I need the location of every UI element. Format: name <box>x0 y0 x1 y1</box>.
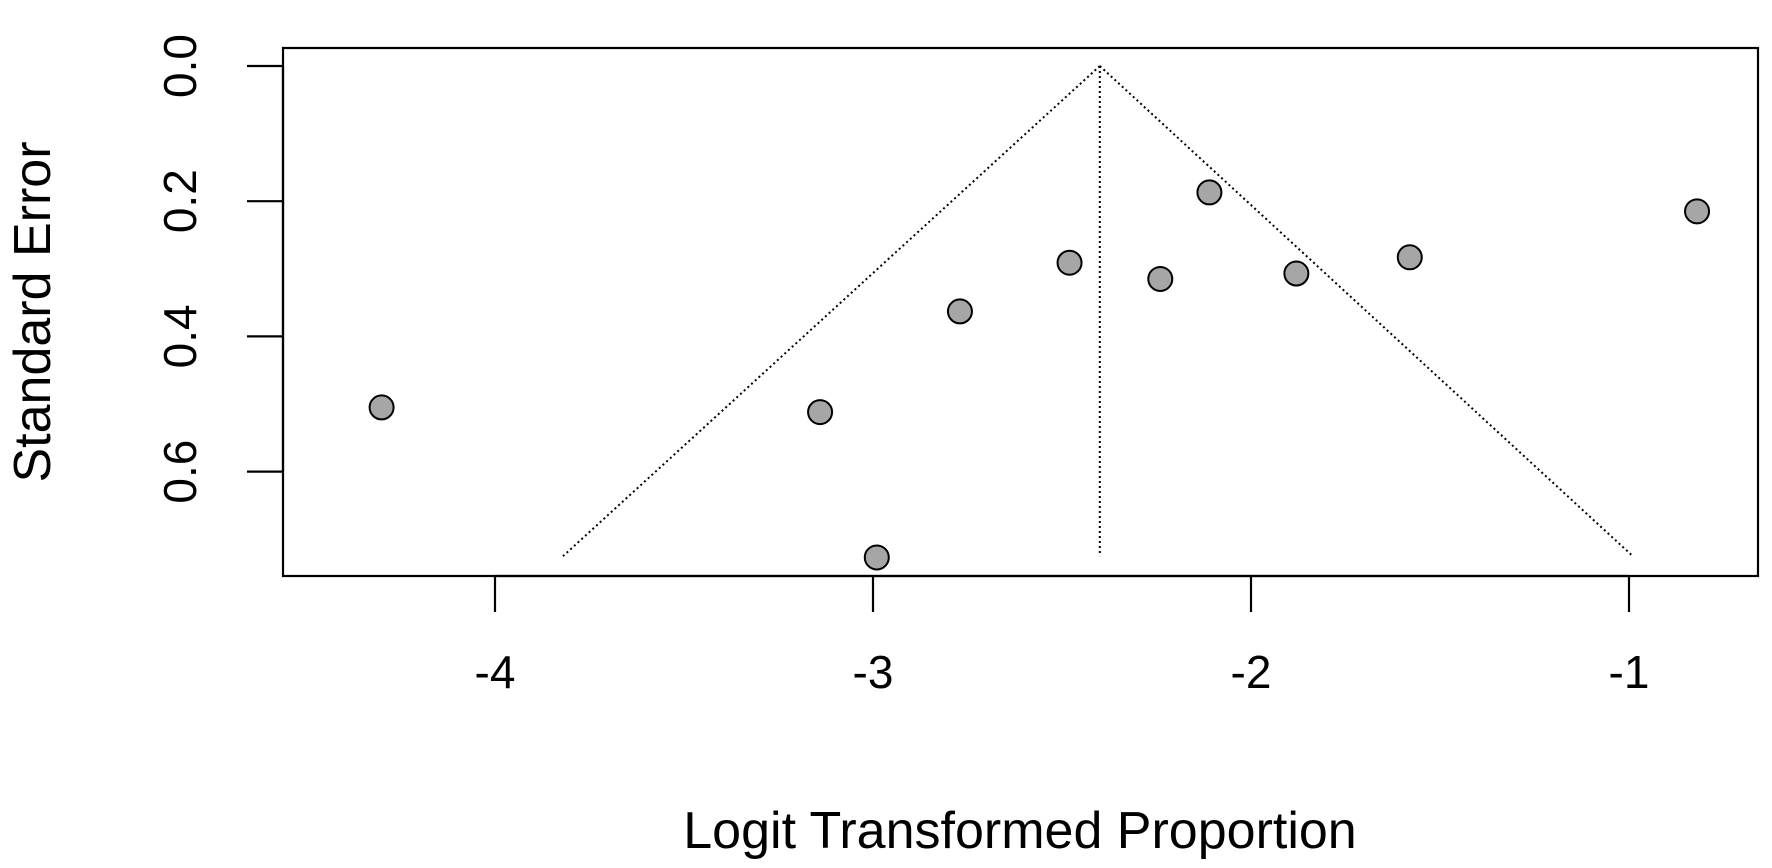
data-point <box>1396 244 1423 271</box>
x-tick-label: -1 <box>1609 646 1650 698</box>
x-axis: -4 -3 -2 -1 <box>475 574 1650 698</box>
data-points <box>368 179 1711 571</box>
y-axis-label: Standard Error <box>4 141 62 482</box>
data-point <box>1684 198 1711 225</box>
funnel-lines <box>562 65 1634 557</box>
x-axis-label: Logit Transformed Proportion <box>683 802 1356 860</box>
data-point <box>807 399 834 426</box>
data-point <box>1056 249 1083 276</box>
y-axis: 0.0 0.2 0.4 0.6 <box>154 34 285 504</box>
x-tick-label: -3 <box>853 646 894 698</box>
y-tick-label: 0.6 <box>154 440 206 504</box>
plot-frame <box>281 46 1760 578</box>
data-point <box>1147 265 1174 292</box>
y-tick-label: 0.2 <box>154 169 206 233</box>
funnel-right-line <box>1099 65 1634 557</box>
data-point <box>946 298 973 325</box>
data-point <box>863 544 890 571</box>
data-point <box>1196 179 1223 206</box>
y-tick-label: 0.0 <box>154 34 206 98</box>
x-tick-label: -2 <box>1231 646 1272 698</box>
data-point <box>368 394 395 421</box>
funnel-left-line <box>562 65 1101 557</box>
y-tick-label: 0.4 <box>154 304 206 368</box>
x-tick-label: -4 <box>475 646 516 698</box>
data-point <box>1283 260 1310 287</box>
